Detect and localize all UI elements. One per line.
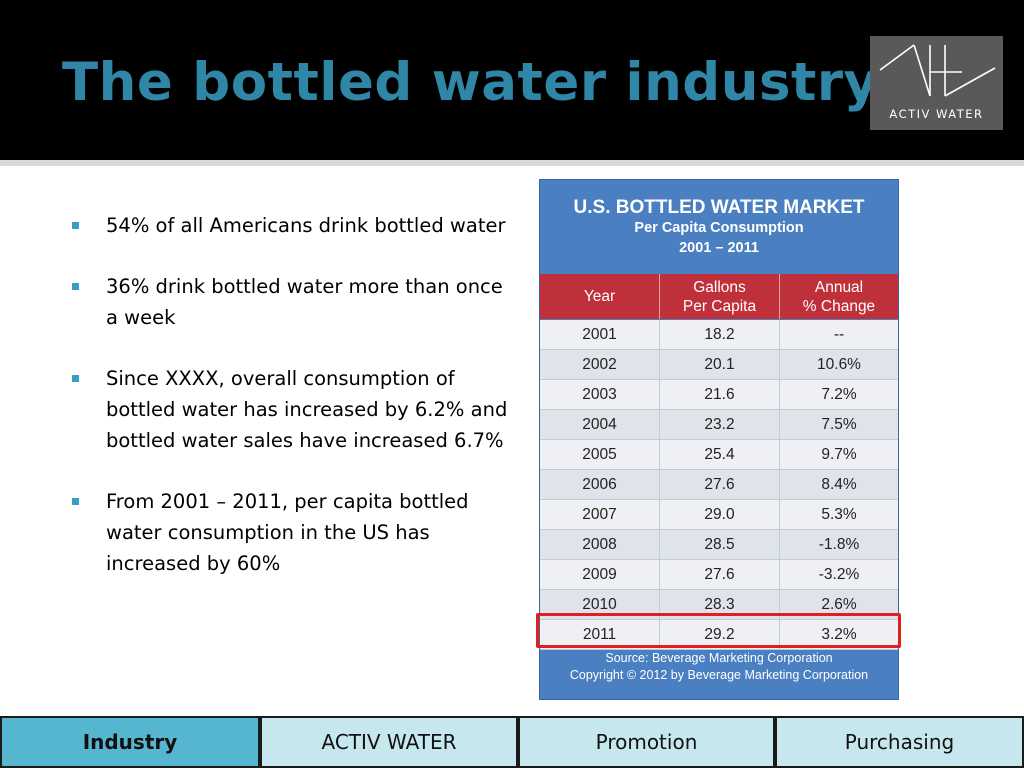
change-cell: 8.4%	[780, 470, 898, 500]
nav-tab-industry[interactable]: Industry	[0, 716, 260, 768]
table-row: 2001 18.2 --	[540, 320, 898, 350]
square-bullet-icon	[72, 283, 79, 290]
change-cell: 9.7%	[780, 440, 898, 470]
logo-text: ACTIV WATER	[889, 107, 984, 121]
change-cell: 7.2%	[780, 380, 898, 410]
column-header-change: Annual% Change	[802, 278, 876, 315]
logo-mark-icon	[879, 44, 996, 97]
slide-title: The bottled water industry	[62, 52, 879, 113]
gallons-cell: 27.6	[660, 560, 780, 590]
table-title: U.S. BOTTLED WATER MARKET	[573, 197, 865, 218]
year-cell: 2007	[540, 500, 660, 530]
bullet-item: 36% drink bottled water more than once a…	[70, 271, 510, 333]
bullet-item: 54% of all Americans drink bottled water	[70, 210, 510, 241]
table-subtitle: Per Capita Consumption	[634, 220, 804, 236]
activ-water-logo: ACTIV WATER	[870, 36, 1003, 130]
bullet-text: 36% drink bottled water more than once a…	[106, 275, 503, 329]
year-cell: 2002	[540, 350, 660, 380]
table-column-headers: Year Gallons Per Capita Annual% Change	[540, 274, 898, 319]
column-header-year: Year	[540, 274, 660, 319]
year-cell: 2009	[540, 560, 660, 590]
table-row: 2003 21.6 7.2%	[540, 380, 898, 410]
bullet-text: 54% of all Americans drink bottled water	[106, 214, 506, 237]
table-copyright: Copyright © 2012 by Beverage Marketing C…	[569, 668, 869, 682]
year-cell: 2001	[540, 320, 660, 350]
nav-tab-purchasing[interactable]: Purchasing	[775, 716, 1024, 768]
bullet-item: From 2001 – 2011, per capita bottled wat…	[70, 486, 510, 579]
nav-tab-promotion[interactable]: Promotion	[518, 716, 775, 768]
gallons-cell: 29.0	[660, 500, 780, 530]
bullet-item: Since XXXX, overall consumption of bottl…	[70, 363, 510, 456]
gallons-cell: 27.6	[660, 470, 780, 500]
year-cell: 2004	[540, 410, 660, 440]
table-row: 2005 25.4 9.7%	[540, 440, 898, 470]
table-row: 2007 29.0 5.3%	[540, 500, 898, 530]
gallons-cell: 20.1	[660, 350, 780, 380]
change-cell: --	[780, 320, 898, 350]
change-cell: 10.6%	[780, 350, 898, 380]
gallons-cell: 23.2	[660, 410, 780, 440]
bullet-list: 54% of all Americans drink bottled water…	[70, 210, 510, 609]
table-source: Source: Beverage Marketing Corporation	[605, 651, 833, 665]
table-row: 2008 28.5 -1.8%	[540, 530, 898, 560]
year-cell: 2005	[540, 440, 660, 470]
header-divider	[0, 160, 1024, 166]
table-footer: Source: Beverage Marketing Corporation C…	[540, 650, 898, 684]
gallons-cell: 25.4	[660, 440, 780, 470]
square-bullet-icon	[72, 375, 79, 382]
bullet-text: Since XXXX, overall consumption of bottl…	[106, 367, 508, 452]
table-row: 2009 27.6 -3.2%	[540, 560, 898, 590]
year-cell: 2003	[540, 380, 660, 410]
year-cell: 2008	[540, 530, 660, 560]
year-cell: 2006	[540, 470, 660, 500]
change-cell: -1.8%	[780, 530, 898, 560]
table-row: 2006 27.6 8.4%	[540, 470, 898, 500]
square-bullet-icon	[72, 498, 79, 505]
change-cell: 7.5%	[780, 410, 898, 440]
highlight-box-2011	[536, 613, 901, 648]
table-row: 2004 23.2 7.5%	[540, 410, 898, 440]
column-header-gallons: Gallons Per Capita	[660, 274, 780, 319]
table-row: 2002 20.1 10.6%	[540, 350, 898, 380]
nav-tab-activ-water[interactable]: ACTIV WATER	[260, 716, 518, 768]
bottom-nav: Industry ACTIV WATER Promotion Purchasing	[0, 716, 1024, 768]
header-bar	[0, 0, 1024, 160]
change-cell: 5.3%	[780, 500, 898, 530]
gallons-cell: 28.5	[660, 530, 780, 560]
table-header: U.S. BOTTLED WATER MARKET Per Capita Con…	[540, 180, 898, 274]
table-body: 2001 18.2 -- 2002 20.1 10.6% 2003 21.6 7.2% 2004 2…	[540, 320, 898, 650]
gallons-cell: 18.2	[660, 320, 780, 350]
change-cell: -3.2%	[780, 560, 898, 590]
table-range: 2001 – 2011	[679, 240, 759, 256]
gallons-cell: 21.6	[660, 380, 780, 410]
bullet-text: From 2001 – 2011, per capita bottled wat…	[106, 490, 469, 575]
square-bullet-icon	[72, 222, 79, 229]
